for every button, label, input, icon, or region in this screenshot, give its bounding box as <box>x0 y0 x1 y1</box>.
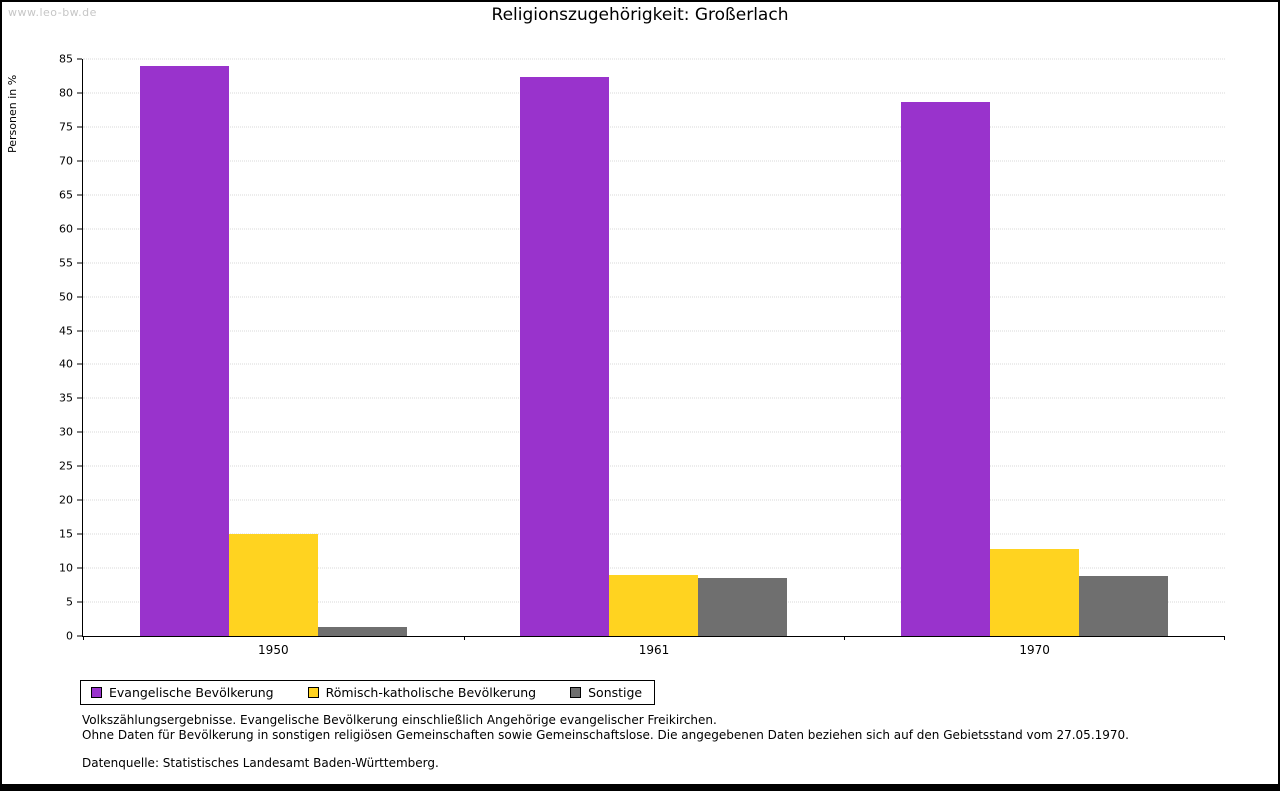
chart-legend: Evangelische Bevölkerung Römisch-katholis… <box>80 680 656 705</box>
footnote-line-2: Ohne Daten für Bevölkerung in sonstigen … <box>82 727 1129 742</box>
gridline <box>83 58 1225 60</box>
y-tick-label: 85 <box>59 52 73 66</box>
y-axis-tick <box>77 533 82 535</box>
y-axis-tick <box>77 92 82 94</box>
legend-color-swatch <box>570 687 582 698</box>
y-axis-tick <box>77 58 82 60</box>
legend-item: Evangelische Bevölkerung <box>91 685 274 700</box>
y-tick-label: 15 <box>59 527 73 541</box>
y-axis-tick <box>77 160 82 162</box>
gridline <box>83 228 1225 230</box>
gridline <box>83 92 1225 94</box>
y-axis-tick <box>77 397 82 399</box>
x-axis-tick <box>844 636 846 640</box>
gridline <box>83 296 1225 298</box>
bar-group-1970 <box>844 59 1225 636</box>
bar-group-1950 <box>83 59 464 636</box>
bar-1950 <box>139 65 229 636</box>
legend-label: Römisch-katholische Bevölkerung <box>325 685 537 700</box>
gridline <box>83 363 1225 365</box>
y-axis-tick <box>77 601 82 603</box>
bar-1950 <box>317 627 407 636</box>
y-axis-tick <box>77 126 82 128</box>
x-tick-label: 1961 <box>638 643 670 657</box>
bar-1970 <box>1079 576 1169 636</box>
y-tick-label: 60 <box>59 222 73 236</box>
y-tick-label: 35 <box>59 391 73 405</box>
y-tick-label: 10 <box>59 561 73 575</box>
gridline <box>83 567 1225 569</box>
footnote-line-1: Volkszählungsergebnisse. Evangelische Be… <box>82 713 717 727</box>
y-tick-label: 20 <box>59 493 73 507</box>
bar-1950 <box>228 534 318 636</box>
y-tick-label: 45 <box>59 324 73 338</box>
y-axis-tick <box>77 194 82 196</box>
y-tick-label: 75 <box>59 120 73 134</box>
gridline <box>83 465 1225 467</box>
gridline <box>83 499 1225 501</box>
bar-group-1961 <box>464 59 845 636</box>
y-axis-tick <box>77 431 82 433</box>
y-tick-label: 65 <box>59 188 73 202</box>
gridline <box>83 397 1225 399</box>
y-tick-label: 5 <box>66 595 73 609</box>
chart-title: Religionszugehörigkeit: Großerlach <box>491 5 789 25</box>
y-tick-label: 55 <box>59 256 73 270</box>
y-axis-tick <box>77 330 82 332</box>
x-axis-tick <box>83 636 84 640</box>
gridline <box>83 431 1225 433</box>
footnote-source: Datenquelle: Statistisches Landesamt Bad… <box>82 756 439 770</box>
footnotes: Volkszählungsergebnisse. Evangelische Be… <box>82 713 1129 771</box>
bar-1970 <box>901 102 991 636</box>
gridline <box>83 330 1225 332</box>
x-axis-tick <box>463 636 465 640</box>
legend-item: Römisch-katholische Bevölkerung <box>307 685 537 700</box>
y-axis-tick <box>77 262 82 264</box>
gridline <box>83 262 1225 264</box>
x-tick-label: 1950 <box>258 643 289 657</box>
gridline <box>83 533 1225 535</box>
y-axis-tick <box>77 499 82 501</box>
plot-area: 0 5 10 15 20 25 30 35 40 45 50 55 60 65 70 75 80 85 1950 19… <box>59 54 1225 657</box>
y-tick-label: 80 <box>59 86 73 100</box>
bar-1961 <box>698 578 788 636</box>
y-tick-label: 25 <box>59 459 73 473</box>
y-axis-tick <box>77 567 82 569</box>
legend-item: Sonstige <box>570 685 642 700</box>
gridline <box>83 194 1225 196</box>
x-tick-label: 1970 <box>1019 643 1050 657</box>
y-axis-tick <box>77 635 82 637</box>
y-axis-tick <box>77 228 82 230</box>
y-axis-title: Personen in % <box>6 74 19 154</box>
legend-label: Sonstige <box>588 685 643 700</box>
gridline <box>83 126 1225 128</box>
legend-color-swatch <box>91 687 102 698</box>
bar-1961 <box>609 574 699 636</box>
y-axis-tick <box>77 363 82 365</box>
y-tick-label: 40 <box>59 357 73 371</box>
y-axis-tick <box>77 296 82 298</box>
y-tick-label: 50 <box>59 290 73 304</box>
bar-1970 <box>990 549 1080 636</box>
bar-1961 <box>520 76 610 636</box>
y-axis-tick <box>77 465 82 467</box>
legend-color-swatch <box>307 687 319 698</box>
site-watermark: www.leo-bw.de <box>8 6 97 19</box>
y-tick-label: 0 <box>66 629 73 643</box>
y-tick-label: 70 <box>59 154 73 168</box>
gridline <box>83 160 1225 162</box>
legend-label: Evangelische Bevölkerung <box>109 685 274 700</box>
x-axis-tick <box>1224 636 1225 640</box>
y-tick-label: 30 <box>59 425 73 439</box>
